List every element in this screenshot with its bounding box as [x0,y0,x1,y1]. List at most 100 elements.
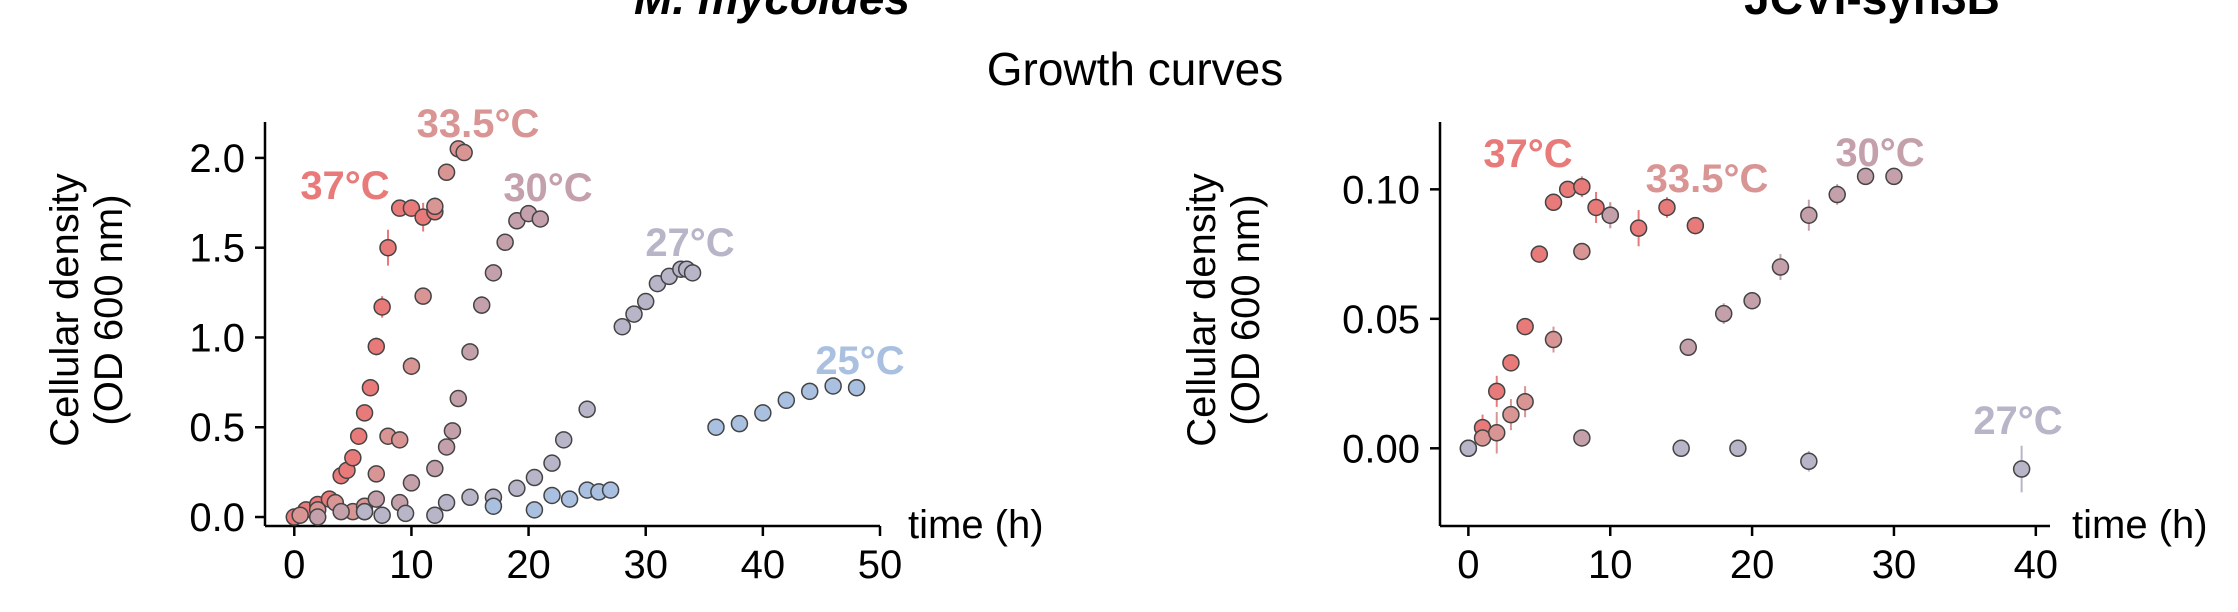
data-point [367,337,386,356]
data-point [437,493,456,512]
data-point [1516,317,1534,336]
data-point [1573,242,1591,261]
data-point [613,317,632,336]
data-point [847,378,866,397]
data-point [800,382,819,401]
data-point [1558,180,1577,199]
x-axis-label: time (h) [908,503,1044,547]
data-point [461,343,479,361]
y-tick-label: 0.10 [1342,168,1420,212]
x-tick-label: 20 [506,543,551,587]
chart-title-left: M. mycoides [634,0,910,24]
data-point [349,427,368,445]
data-point [543,454,561,472]
data-point [543,486,561,505]
data-point [1771,258,1790,276]
data-point [1487,382,1506,401]
data-point [601,481,620,499]
data-point [1828,185,1846,204]
data-point [496,233,514,252]
data-point [578,400,596,419]
data-point [402,357,421,375]
series-label: 33.5°C [417,102,540,146]
data-point [361,378,380,397]
data-point [1459,439,1478,458]
data-point [455,143,473,162]
data-point [1530,245,1549,263]
series-27°C [1459,439,2031,493]
y-axis-label: Cellular density [1180,173,1224,446]
data-point [484,264,503,282]
data-point [683,264,702,282]
data-point [1800,452,1818,471]
data-point [1573,429,1591,447]
y-tick-label: 0.05 [1342,298,1420,342]
series-label: 30°C [1835,131,1924,175]
x-tick-label: 10 [1588,543,1633,587]
series-25°C [484,377,866,519]
data-point [472,296,491,314]
data-point [484,497,503,515]
data-point [291,506,309,524]
x-tick-label: 30 [623,543,668,587]
data-point [414,287,432,305]
series-30°C [308,204,550,526]
data-point [525,501,544,519]
x-tick-label: 0 [283,543,305,587]
data-point [1544,330,1563,349]
y-tick-label: 0.00 [1342,427,1420,471]
data-point [1679,338,1698,357]
x-tick-label: 40 [2014,543,2059,587]
y-tick-label: 2.0 [189,137,245,181]
y-axis-label-units: (OD 600 nm) [1224,194,1268,425]
data-point [402,199,421,217]
x-tick-label: 50 [858,543,903,587]
data-point [824,377,842,395]
x-tick-label: 30 [1872,543,1917,587]
data-point [308,508,327,526]
series-27°C [355,260,702,524]
data-point [1714,304,1733,323]
y-tick-label: 1.5 [189,227,245,271]
series-label: 37°C [1483,132,1572,176]
series-label: 27°C [645,221,734,265]
data-point [355,404,374,422]
data-point [707,418,725,436]
data-point [426,506,444,524]
data-point [1601,206,1619,224]
data-point [730,414,749,433]
data-point [1516,392,1534,411]
data-point [373,298,391,316]
data-point [390,431,409,449]
figure-suptitle: Growth curves [987,43,1284,95]
series-label: 37°C [300,164,389,208]
data-point [754,404,772,422]
series-37°C [1473,176,1705,441]
data-point [1729,439,1747,458]
data-point [396,504,415,523]
data-point [1629,219,1648,237]
x-tick-label: 20 [1730,543,1775,587]
series-label: 25°C [815,339,904,383]
data-point [531,210,550,228]
data-point [355,502,374,521]
data-point [402,474,421,492]
data-point [379,238,397,257]
data-point [443,422,462,440]
data-point [1856,167,1875,186]
y-axis-label: Cellular density [43,173,87,446]
data-point [1800,206,1818,224]
data-point [367,465,386,483]
y-axis-label-units: (OD 600 nm) [87,194,131,425]
data-point [437,438,456,456]
series-label: 33.5°C [1646,157,1769,201]
x-tick-label: 10 [389,543,434,587]
chart-panel-right: 0 10 20 30 40 0.00 0.05 0.10 Cellular density (OD… [1180,122,2208,587]
data-point [1686,216,1705,235]
data-point [1502,354,1520,372]
x-tick-label: 40 [741,543,786,587]
data-point [426,459,444,478]
data-point [777,391,796,410]
y-tick-label: 0.5 [189,406,245,450]
data-point [1658,198,1676,217]
